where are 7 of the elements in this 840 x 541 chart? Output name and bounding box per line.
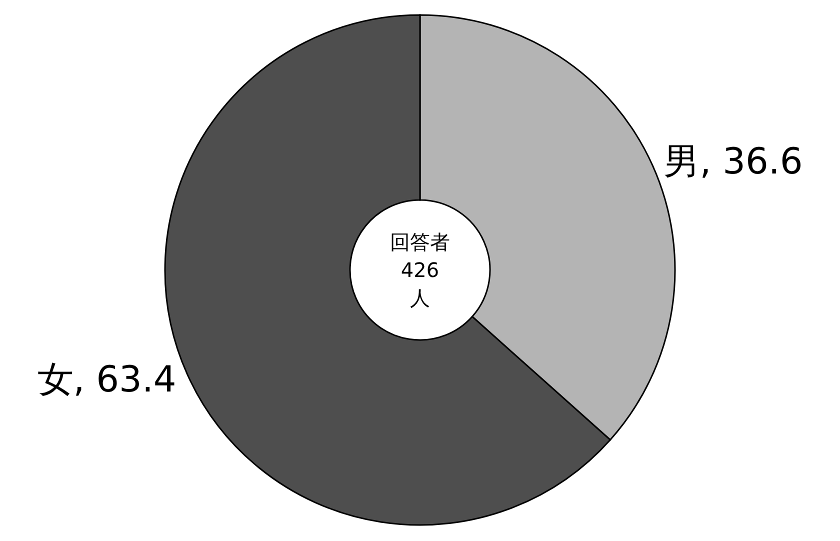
data-label: , 36.6 xyxy=(700,141,803,182)
slice-label: 男 xyxy=(664,141,700,182)
text: 人 xyxy=(410,286,430,310)
slice-label: 女 xyxy=(37,360,74,401)
data-label: , 63.4 xyxy=(73,360,176,401)
text: 426 xyxy=(400,258,440,282)
text: 回答者 xyxy=(390,230,450,254)
